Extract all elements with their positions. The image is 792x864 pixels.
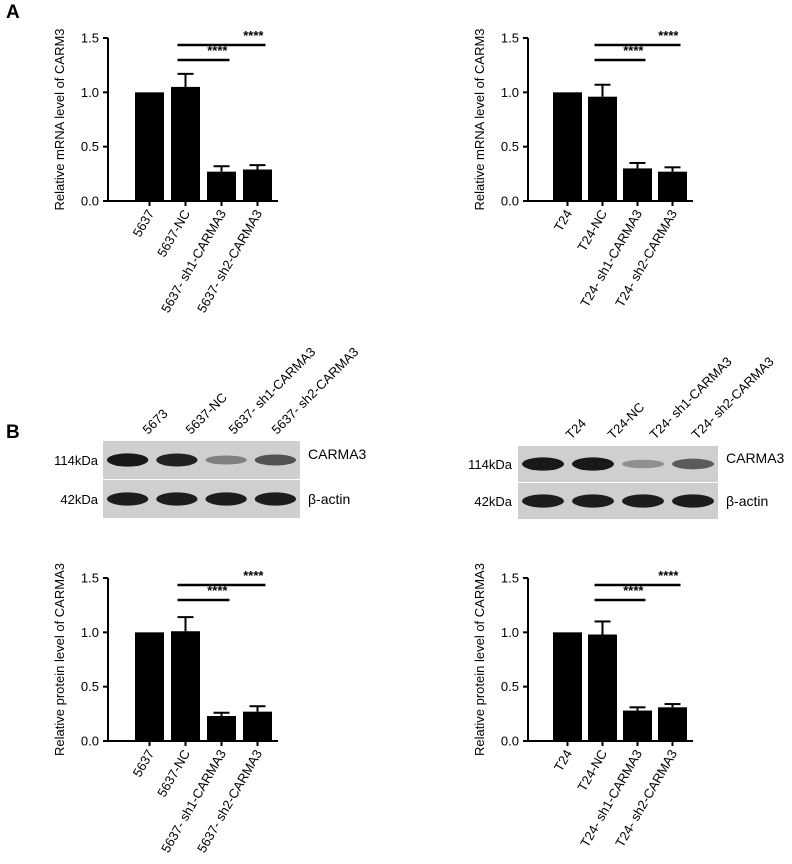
y-tick-label: 1.0 (501, 85, 519, 100)
significance-label: **** (623, 583, 644, 598)
y-axis-label: Relative mRNA level of CARM3 (472, 28, 487, 210)
y-tick-label: 0.0 (501, 194, 519, 209)
x-category-label: T24-NC (574, 747, 610, 794)
blot-band (522, 457, 564, 471)
chart-protein-t24: 0.0 0.5 1.0 1.5 Relative protein level of CA… (472, 563, 693, 850)
panel-label-b: B (6, 422, 20, 443)
x-category-label: T24 (551, 747, 575, 774)
x-category-label: 5637 (130, 747, 157, 780)
bar (588, 634, 617, 741)
x-category-label: 5637- sh1-CARMA3 (158, 207, 229, 315)
blot-band (106, 492, 149, 506)
blot-band (672, 494, 714, 508)
blot-band (672, 458, 714, 470)
y-tick-label: 0.0 (81, 194, 99, 209)
x-category-label: 5637 (130, 207, 157, 240)
molecular-weight-label: 42kDa (60, 492, 98, 507)
molecular-weight-label: 114kDa (468, 457, 513, 472)
bar (171, 86, 200, 201)
y-tick-label: 1.5 (501, 31, 519, 46)
blot-band (254, 492, 297, 506)
y-tick-label: 0.5 (81, 139, 99, 154)
blot-band (156, 453, 198, 467)
blot-band (522, 494, 564, 508)
bar (658, 707, 687, 741)
bar (623, 710, 652, 741)
y-axis-label: Relative protein level of CARMA3 (472, 563, 487, 756)
x-category-label: 5637- sh2-CARMA3 (194, 207, 265, 315)
protein-label: CARMA3 (308, 446, 367, 462)
blot-band (205, 492, 247, 506)
significance-label: **** (623, 43, 644, 58)
y-tick-label: 0.0 (81, 734, 99, 749)
significance-label: **** (243, 568, 264, 583)
significance-label: **** (207, 583, 228, 598)
y-tick-label: 1.0 (81, 625, 99, 640)
x-category-label: 5637-NC (154, 207, 193, 260)
blot-band (572, 457, 614, 471)
significance-label: **** (243, 28, 264, 43)
y-tick-label: 0.5 (81, 679, 99, 694)
x-category-label: T24-NC (574, 207, 610, 254)
lane-label: T24-NC (605, 399, 648, 442)
blot-band (622, 459, 664, 469)
x-category-label: 5637- sh2-CARMA3 (194, 747, 265, 855)
y-tick-label: 1.0 (81, 85, 99, 100)
protein-label: β-actin (308, 491, 350, 507)
y-tick-label: 1.0 (501, 625, 519, 640)
y-axis-label: Relative protein level of CARMA3 (52, 563, 67, 756)
bar (135, 632, 164, 741)
blot-band (572, 494, 614, 508)
bar (135, 92, 164, 201)
bar (171, 631, 200, 741)
x-category-label: 5637- sh1-CARMA3 (158, 747, 229, 855)
molecular-weight-label: 114kDa (54, 453, 99, 468)
bar (553, 632, 582, 741)
blot-band (156, 492, 198, 506)
blot-band (254, 454, 297, 466)
bar (658, 171, 687, 201)
panel-label-a: A (6, 2, 20, 23)
lane-label: T24- sh2-CARMA3 (689, 354, 777, 442)
blot-band (106, 453, 149, 467)
lane-label: 5637-NC (183, 390, 230, 437)
significance-label: **** (658, 28, 679, 43)
bar (243, 169, 272, 201)
bar (553, 92, 582, 201)
molecular-weight-label: 42kDa (474, 494, 512, 509)
blot-band (205, 455, 247, 465)
chart-mrna-5637: 0.0 0.5 1.0 1.5 Relative mRNA level of CARM3… (52, 28, 278, 315)
bar (623, 168, 652, 201)
chart-protein-5637: 0.0 0.5 1.0 1.5 Relative protein level of CA… (52, 563, 278, 855)
y-tick-label: 0.0 (501, 734, 519, 749)
blot-band (622, 494, 664, 508)
significance-label: **** (207, 43, 228, 58)
lane-label: T24 (563, 416, 589, 442)
bar (243, 711, 272, 741)
x-category-label: T24 (551, 207, 575, 234)
bar (588, 96, 617, 201)
protein-label: β-actin (726, 493, 768, 509)
y-tick-label: 0.5 (501, 139, 519, 154)
y-tick-label: 1.5 (81, 31, 99, 46)
bar (207, 716, 236, 741)
protein-label: CARMA3 (726, 450, 785, 466)
chart-mrna-t24: 0.0 0.5 1.0 1.5 Relative mRNA level of CARM3… (472, 28, 693, 310)
y-tick-label: 1.5 (501, 571, 519, 586)
y-tick-label: 0.5 (501, 679, 519, 694)
significance-label: **** (658, 568, 679, 583)
y-tick-label: 1.5 (81, 571, 99, 586)
lane-label: 5673 (140, 406, 171, 437)
y-axis-label: Relative mRNA level of CARM3 (52, 28, 67, 210)
x-category-label: 5637-NC (154, 747, 193, 800)
bar (207, 171, 236, 201)
